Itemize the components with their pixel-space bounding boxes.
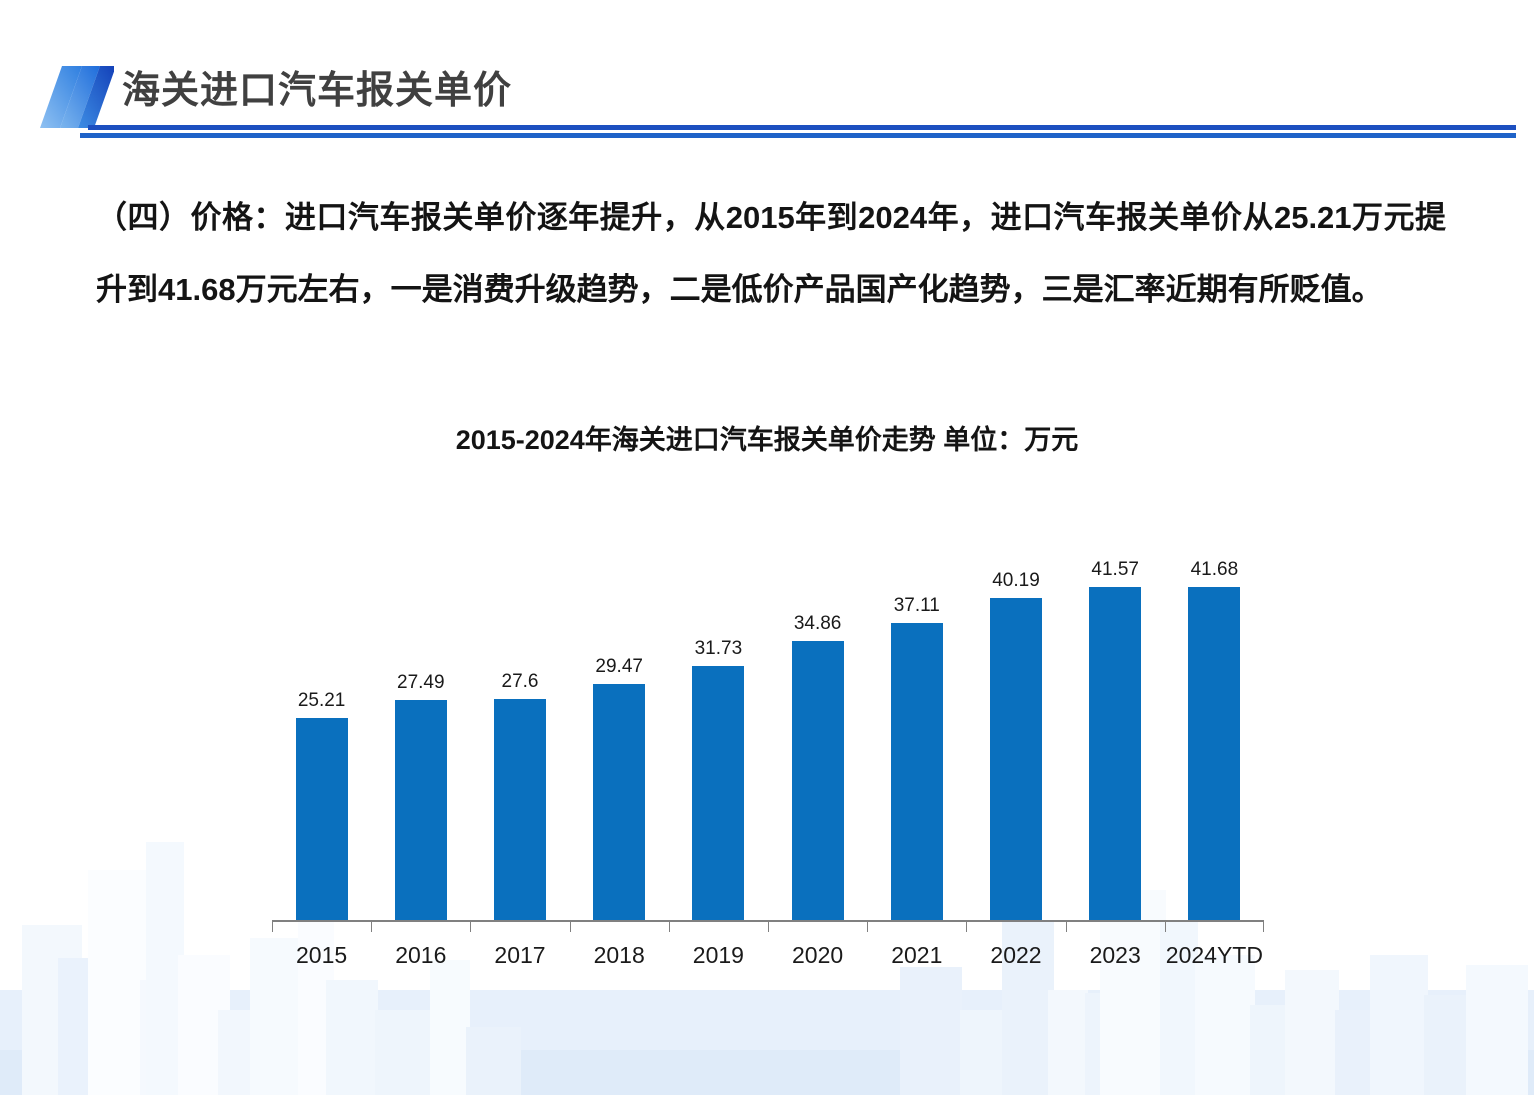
chart-title: 2015-2024年海关进口汽车报关单价走势 单位：万元	[455, 425, 1079, 455]
body-paragraph: （四）价格：进口汽车报关单价逐年提升，从2015年到2024年，进口汽车报关单价…	[96, 200, 1446, 307]
header-divider-top	[88, 125, 1516, 130]
bar-value-label-2023: 41.57	[1091, 559, 1139, 581]
bar-2019	[692, 666, 745, 920]
bar-2016	[394, 700, 447, 920]
bar-value-label-2017: 27.6	[501, 671, 539, 693]
bar-value-label-2015: 25.21	[297, 690, 346, 712]
bar-value-label-2019: 31.73	[694, 638, 743, 660]
x-axis-tick	[668, 920, 670, 932]
bar-value-label-2022: 40.19	[992, 570, 1040, 592]
x-axis-tick	[470, 920, 472, 932]
three-slanted-bars-logo	[40, 66, 114, 128]
x-axis-label-2021: 2021	[891, 942, 943, 968]
x-axis-label-2020: 2020	[792, 942, 844, 968]
x-axis-tick	[867, 920, 869, 932]
x-axis-label-2017: 2017	[494, 942, 546, 968]
bar-chart: 25.21 2015 27.49 2016 27.6 2017 29.47 2018 31.73…	[0, 500, 1534, 980]
bar-value-label-2024YTD: 41.68	[1190, 558, 1239, 580]
x-axis-label-2019: 2019	[692, 942, 744, 968]
bar-value-label-2018: 29.47	[595, 656, 643, 678]
x-axis-tick	[966, 920, 968, 932]
bar-2017	[494, 699, 546, 920]
x-axis-tick	[1065, 920, 1067, 932]
x-axis-tick	[1164, 920, 1166, 932]
x-axis-tick	[371, 920, 373, 932]
bar-2020	[791, 641, 844, 920]
slide-header: 海关进口汽车报关单价	[0, 0, 1534, 150]
bar-value-label-2020: 34.86	[793, 613, 842, 635]
bar-2018	[593, 684, 646, 920]
x-axis-label-2018: 2018	[593, 942, 645, 968]
x-axis-start-cap	[272, 920, 273, 932]
bar-2021	[890, 623, 943, 920]
x-axis-end-cap	[1263, 920, 1264, 932]
bar-2024YTD	[1188, 586, 1241, 920]
bar-2015	[295, 718, 348, 920]
x-axis-tick	[569, 920, 571, 932]
bar-value-label-2021: 37.11	[893, 595, 940, 617]
bar-2022	[990, 598, 1042, 920]
x-axis-tick	[768, 920, 769, 932]
page-title: 海关进口汽车报关单价	[122, 70, 513, 112]
header-divider-bottom	[80, 133, 1516, 138]
bar-value-label-2016: 27.49	[397, 672, 445, 694]
x-axis-label-2024YTD: 2024YTD	[1165, 942, 1263, 968]
bar-2023	[1089, 587, 1142, 920]
